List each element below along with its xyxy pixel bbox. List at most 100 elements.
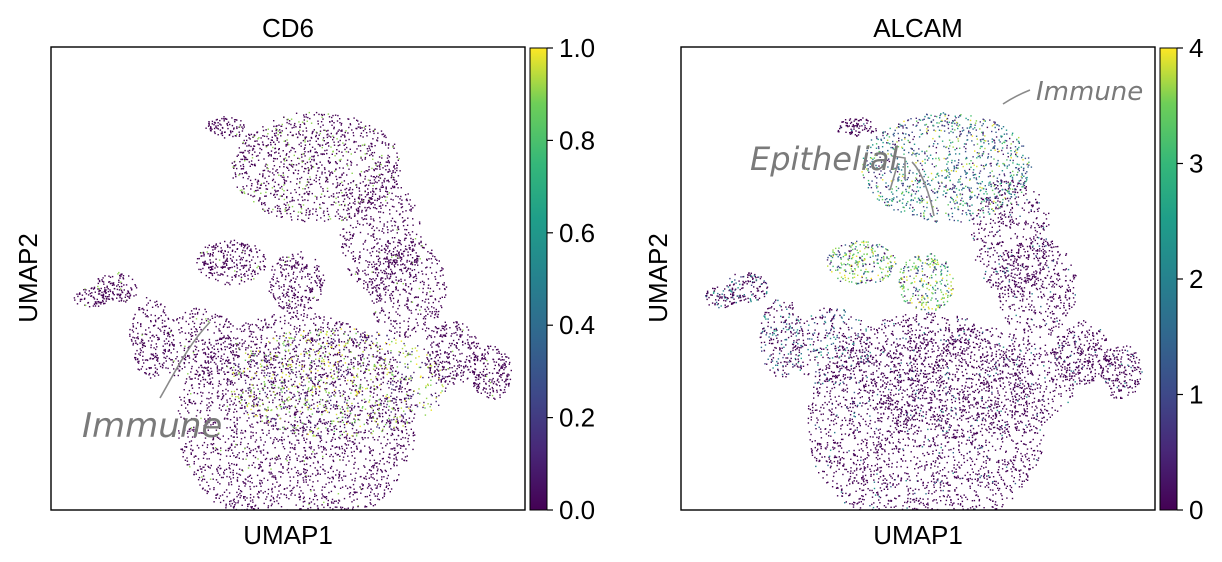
cell-point	[267, 355, 270, 357]
cell-point	[273, 132, 276, 135]
cell-point	[300, 376, 302, 378]
cell-point	[220, 476, 223, 479]
cell-point	[247, 361, 249, 363]
cell-point	[268, 381, 271, 383]
cell-point	[272, 425, 275, 427]
cell-point	[378, 334, 380, 336]
cell-point	[330, 330, 333, 332]
cell-point	[345, 430, 347, 433]
cell-point	[339, 122, 341, 124]
cell-point	[400, 280, 402, 282]
cell-point	[339, 425, 341, 428]
cell-point	[212, 419, 215, 421]
cell-point	[254, 441, 257, 443]
cell-point	[286, 144, 288, 146]
cell-point	[248, 137, 250, 139]
cell-point	[364, 506, 366, 508]
cell-point	[377, 287, 380, 289]
cell-point	[418, 355, 420, 358]
cell-point	[277, 428, 280, 430]
cell-point	[358, 190, 361, 192]
cell-point	[256, 338, 258, 340]
cell-point	[360, 359, 362, 361]
cell-point	[302, 139, 305, 142]
cell-point	[298, 511, 299, 512]
cell-point	[262, 129, 265, 132]
cell-point	[297, 472, 300, 474]
cell-point	[380, 130, 383, 132]
cell-point	[246, 405, 249, 408]
cell-point	[320, 379, 322, 381]
cell-point	[362, 224, 364, 226]
cell-point	[370, 412, 372, 415]
cell-point	[235, 372, 238, 374]
cell-point	[263, 351, 265, 354]
cell-point	[284, 160, 286, 162]
cell-point	[243, 191, 245, 193]
cell-point	[323, 422, 325, 424]
cell-point	[411, 353, 413, 356]
cell-point	[196, 409, 199, 412]
cell-point	[257, 353, 260, 355]
cell-point	[332, 338, 335, 341]
cell-point	[251, 506, 253, 508]
cell-point	[308, 374, 310, 376]
cell-point	[400, 264, 402, 266]
cell-point	[291, 492, 293, 494]
cell-point	[294, 494, 296, 496]
cell-point	[295, 354, 297, 356]
cell-point	[253, 516, 254, 517]
cell-point	[314, 493, 316, 495]
cell-point	[389, 423, 391, 425]
cell-point	[260, 336, 262, 338]
cell-point	[387, 147, 390, 149]
cell-point	[249, 500, 252, 502]
cell-point	[267, 152, 269, 154]
cell-point	[266, 422, 268, 424]
cell-point	[297, 425, 299, 427]
cell-point	[321, 367, 323, 369]
cell-point	[381, 142, 383, 144]
cell-point	[347, 421, 349, 423]
cell-point	[376, 466, 378, 468]
cell-point	[270, 326, 273, 329]
cell-point	[305, 423, 307, 425]
cell-point	[339, 139, 341, 142]
cell-point	[305, 476, 307, 478]
cell-point	[286, 121, 288, 124]
cell-point	[233, 440, 235, 442]
cell-point	[384, 278, 387, 280]
cell-point	[195, 429, 197, 431]
cell-point	[310, 394, 313, 396]
cell-point	[285, 350, 287, 353]
cell-point	[346, 407, 349, 410]
cell-point	[295, 376, 298, 378]
cell-point	[259, 420, 262, 423]
cell-point	[324, 423, 326, 425]
cell-point	[276, 125, 278, 127]
cell-point	[281, 176, 284, 178]
cell-point	[372, 278, 374, 280]
cell-point	[312, 156, 315, 158]
cell-point	[324, 355, 326, 358]
cell-point	[366, 135, 368, 137]
cell-point	[283, 493, 285, 496]
cell-point	[316, 410, 318, 413]
cell-point	[331, 171, 333, 173]
cell-point	[302, 460, 304, 462]
cell-point	[283, 428, 286, 431]
cell-point	[392, 171, 394, 173]
cell-point	[328, 196, 330, 198]
cell-point	[387, 352, 389, 354]
cell-point	[376, 379, 379, 381]
cell-point	[288, 169, 290, 171]
cell-point	[287, 365, 289, 367]
cell-point	[190, 427, 193, 429]
cell-point	[395, 399, 397, 401]
cell-point	[234, 504, 236, 506]
cell-point	[286, 390, 288, 392]
cell-point	[320, 186, 322, 188]
cell-point	[431, 394, 433, 397]
cell-point	[242, 391, 244, 393]
cell-point	[273, 174, 275, 176]
